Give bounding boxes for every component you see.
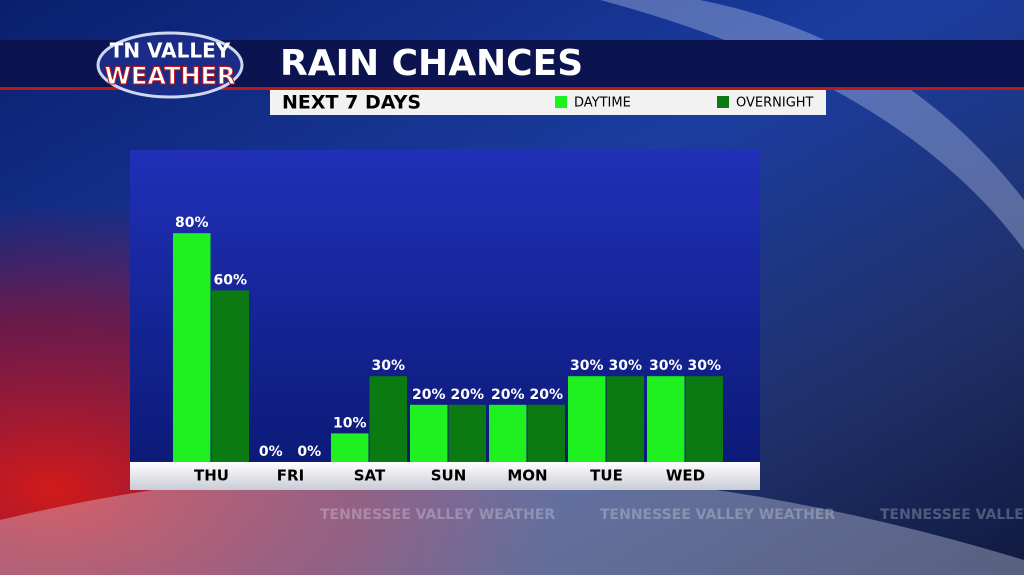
x-tick-label: SUN xyxy=(431,467,467,485)
logo-badge xyxy=(96,31,244,99)
x-tick-label: FRI xyxy=(277,467,304,485)
value-label: 20% xyxy=(491,387,525,403)
value-label: 30% xyxy=(371,358,405,374)
value-label: 30% xyxy=(570,358,604,374)
bar xyxy=(568,376,606,462)
bar xyxy=(211,290,249,462)
value-label: 30% xyxy=(649,358,683,374)
swoosh xyxy=(0,468,1024,575)
x-tick-label: SAT xyxy=(354,467,386,485)
bar xyxy=(647,376,685,462)
category-band xyxy=(130,462,760,490)
legend-label: OVERNIGHT xyxy=(736,96,814,111)
value-label: 20% xyxy=(529,387,563,403)
x-tick-label: WED xyxy=(666,467,705,485)
value-label: 0% xyxy=(259,444,283,460)
value-label: 80% xyxy=(175,215,209,231)
chart-title: RAIN CHANCES xyxy=(280,43,583,84)
bar xyxy=(410,404,448,462)
watermark: TENNESSEE VALLEY WEATHER TENNESSEE VALLEY… xyxy=(320,507,1024,523)
value-label: 10% xyxy=(333,415,367,431)
value-label: 30% xyxy=(687,358,721,374)
bar xyxy=(489,404,527,462)
bar xyxy=(369,376,407,462)
bar xyxy=(685,376,723,462)
watermark-text: TENNESSEE VALLEY WEATHER xyxy=(320,507,555,523)
x-tick-label: TUE xyxy=(590,467,623,485)
value-label: 20% xyxy=(412,387,446,403)
header-stripe xyxy=(0,87,1024,90)
x-tick-label: THU xyxy=(194,467,229,485)
logo-line2: WEATHER xyxy=(105,62,236,90)
logo-line1: TN VALLEY xyxy=(110,39,231,63)
watermark-text: TENNESSEE VALLEY WEATHER xyxy=(600,507,835,523)
watermark-text: TENNESSEE VALLEY WEATHER xyxy=(880,507,1024,523)
value-label: 20% xyxy=(450,387,484,403)
bar xyxy=(173,233,211,462)
bar xyxy=(527,404,565,462)
x-tick-label: MON xyxy=(507,467,547,485)
value-label: 30% xyxy=(608,358,642,374)
chart-subtitle: NEXT 7 DAYS xyxy=(282,92,421,114)
legend-swatch xyxy=(555,96,567,108)
value-label: 60% xyxy=(213,272,247,288)
value-label: 0% xyxy=(297,444,321,460)
bar xyxy=(606,376,644,462)
subtitle-bar xyxy=(270,90,826,115)
legend-label: DAYTIME xyxy=(574,96,631,111)
bar xyxy=(331,433,369,462)
bar xyxy=(448,404,486,462)
legend-swatch xyxy=(717,96,729,108)
